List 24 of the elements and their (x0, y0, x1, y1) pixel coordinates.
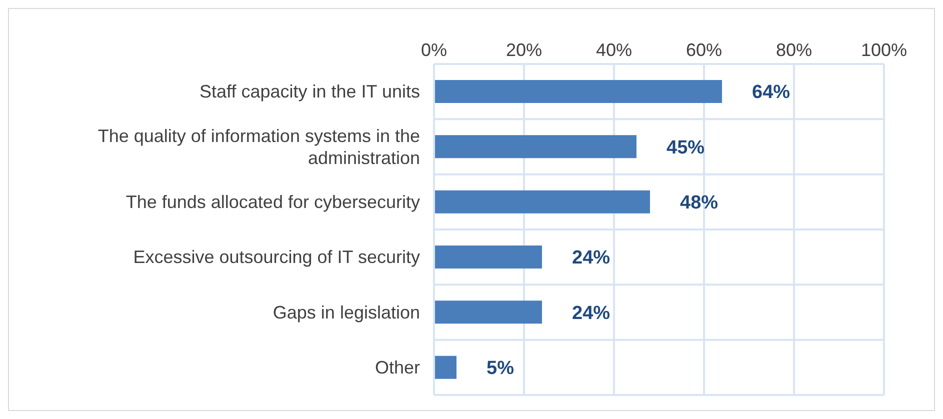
bar (434, 190, 650, 214)
bar (434, 246, 542, 268)
y-tick-label: The quality of information systems in the administration (98, 126, 420, 168)
x-tick-label: 80% (776, 40, 812, 60)
y-tick-label: Other (374, 357, 420, 378)
x-tick-label: 0% (420, 40, 448, 60)
data-label: 64% (752, 82, 790, 104)
data-label: 45% (666, 137, 705, 158)
data-label: 48% (680, 192, 718, 214)
y-tick-label: Staff capacity in the IT units (200, 82, 420, 102)
bar (434, 356, 456, 379)
data-label: 5% (486, 358, 514, 380)
bar (434, 300, 542, 324)
y-tick-label: Gaps in legislation (272, 302, 420, 322)
x-tick-label: 20% (506, 40, 542, 60)
data-label: 24% (572, 248, 610, 269)
y-tick-label: Excessive outsourcing of IT security (133, 247, 420, 268)
x-tick-label: 60% (686, 40, 722, 60)
x-tick-label: 40% (596, 40, 632, 60)
bar (434, 135, 636, 158)
x-tick-label: 100% (860, 40, 908, 60)
bar (434, 80, 722, 103)
y-tick-label: The funds allocated for cybersecurity (126, 192, 420, 212)
data-label: 24% (572, 302, 610, 324)
